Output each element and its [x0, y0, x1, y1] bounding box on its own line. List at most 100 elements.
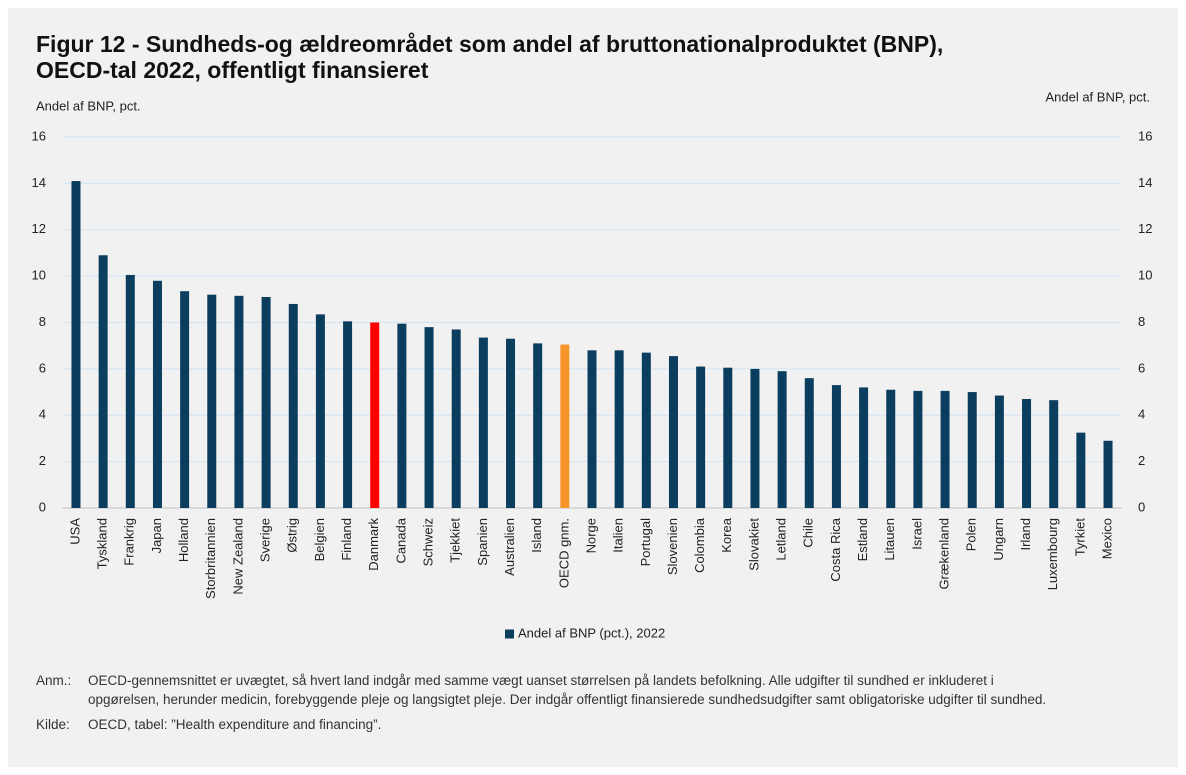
x-tick-label: Slovenien — [665, 518, 680, 575]
chart-title: Figur 12 - Sundheds-og ældreområdet som … — [36, 31, 943, 57]
y2-tick-label: 0 — [1138, 499, 1145, 514]
bar — [750, 368, 760, 508]
bar — [533, 343, 543, 508]
y2-tick-label: 16 — [1138, 128, 1152, 143]
notes: Anm.: OECD-gennemsnittet er uvægtet, så h… — [36, 671, 1116, 740]
y2-tick-label: 4 — [1138, 407, 1145, 422]
note: Kilde: OECD, tabel: ”Health expenditure a… — [36, 715, 1116, 734]
x-tick-label: Island — [529, 518, 544, 553]
bar — [723, 367, 733, 508]
x-tick-label: Luxembourg — [1045, 518, 1060, 590]
bar — [234, 295, 244, 508]
bar — [288, 303, 298, 508]
x-tick-label: Letland — [774, 518, 789, 561]
note-label: Anm.: — [36, 673, 72, 688]
bar — [831, 385, 841, 508]
bar — [315, 314, 325, 508]
chart-title: OECD-tal 2022, offentligt finansieret — [36, 57, 429, 83]
bar — [478, 337, 488, 508]
bar — [207, 294, 217, 508]
bar — [180, 291, 190, 508]
x-tick-label: Frankrig — [122, 518, 137, 566]
x-tick-label: Holland — [176, 518, 191, 562]
bar — [451, 329, 461, 508]
bar — [1076, 432, 1086, 508]
note-text: OECD, tabel: ”Health expenditure and fin… — [88, 717, 382, 732]
note-text: OECD-gennemsnittet er uvægtet, så hvert … — [88, 673, 1047, 707]
x-tick-label: Spanien — [475, 518, 490, 566]
y2-tick-label: 8 — [1138, 314, 1145, 329]
x-tick-label: Tyskland — [95, 518, 110, 569]
bar — [804, 378, 814, 508]
x-tick-label: Japan — [149, 518, 164, 553]
bar — [424, 327, 434, 508]
x-tick-label: Slovakiet — [746, 518, 761, 571]
x-tick-label: Østrig — [285, 518, 300, 553]
x-tick-label: Tyrkiet — [1072, 518, 1087, 557]
x-tick-label: Chile — [801, 518, 816, 548]
bar — [1103, 440, 1113, 508]
x-tick-label: Danmark — [366, 518, 381, 571]
bar — [777, 371, 787, 508]
bar — [560, 344, 570, 508]
x-tick-label: Grækenland — [937, 518, 952, 590]
y-tick-label: 16 — [32, 128, 46, 143]
y-tick-label: 4 — [39, 407, 46, 422]
x-tick-label: Italien — [611, 518, 626, 553]
x-tick-label: USA — [67, 518, 82, 545]
bar — [641, 352, 651, 508]
x-tick-label: Belgien — [312, 518, 327, 561]
x-tick-label: Canada — [393, 517, 408, 563]
x-tick-label: Ungarn — [991, 518, 1006, 561]
y2-tick-label: 2 — [1138, 453, 1145, 468]
x-tick-label: Storbritannien — [203, 518, 218, 599]
y-tick-label: 10 — [32, 268, 46, 283]
bar — [859, 387, 869, 508]
y-tick-label: 14 — [32, 175, 46, 190]
y2-tick-label: 14 — [1138, 175, 1152, 190]
y2-tick-label: 12 — [1138, 221, 1152, 236]
note: Anm.: OECD-gennemsnittet er uvægtet, så h… — [36, 671, 1116, 709]
x-tick-label: Costa Rica — [828, 517, 843, 581]
x-tick-label: Litauen — [882, 518, 897, 561]
x-tick-label: Schweiz — [420, 518, 435, 566]
bar — [614, 350, 624, 508]
x-tick-label: Mexico — [1099, 518, 1114, 559]
x-tick-label: Estland — [855, 518, 870, 561]
x-tick-label: OECD gnm. — [556, 518, 571, 588]
y-tick-label: 2 — [39, 453, 46, 468]
x-tick-label: Australien — [502, 518, 517, 576]
y-axis-label: Andel af BNP, pct. — [36, 98, 141, 113]
legend-swatch — [505, 629, 514, 639]
bar — [696, 366, 706, 508]
x-tick-label: New Zealand — [230, 518, 245, 595]
x-tick-label: Finland — [339, 518, 354, 561]
bar — [886, 389, 896, 508]
x-tick-label: Korea — [719, 517, 734, 552]
bar — [967, 392, 977, 508]
bar — [261, 296, 271, 508]
bar — [913, 390, 923, 508]
y-tick-label: 8 — [39, 314, 46, 329]
bar — [98, 255, 108, 508]
y2-axis-label: Andel af BNP, pct. — [1045, 89, 1150, 104]
bar — [397, 323, 407, 508]
bar — [994, 395, 1004, 508]
x-tick-label: Portugal — [638, 518, 653, 567]
bar — [343, 321, 353, 508]
bar — [125, 274, 135, 508]
bar — [940, 390, 950, 508]
x-tick-label: Colombia — [692, 517, 707, 573]
x-tick-label: Israel — [909, 518, 924, 550]
x-tick-label: Sverige — [258, 518, 273, 562]
bar — [1022, 399, 1032, 508]
x-tick-label: Irland — [1018, 518, 1033, 551]
y2-tick-label: 6 — [1138, 360, 1145, 375]
bar — [1049, 400, 1059, 508]
bar — [668, 356, 678, 508]
y2-tick-label: 10 — [1138, 268, 1152, 283]
bar — [71, 181, 81, 508]
x-tick-label: Tjekkiet — [448, 518, 463, 563]
y-tick-label: 12 — [32, 221, 46, 236]
